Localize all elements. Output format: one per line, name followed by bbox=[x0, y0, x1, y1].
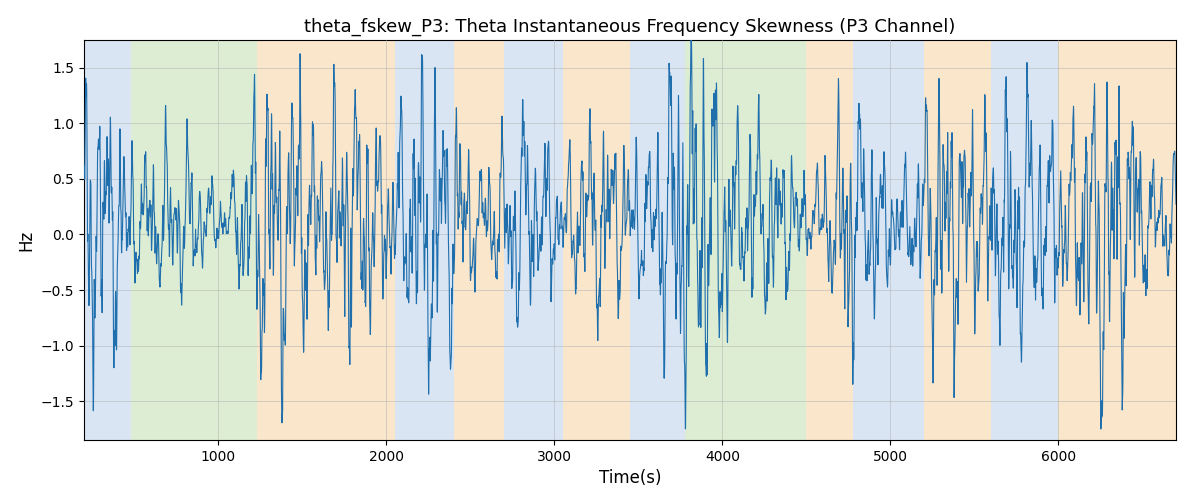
Y-axis label: Hz: Hz bbox=[17, 230, 35, 250]
Bar bbox=[84, 40, 131, 440]
Bar bbox=[685, 40, 806, 440]
X-axis label: Time(s): Time(s) bbox=[599, 470, 661, 488]
Bar bbox=[806, 40, 853, 440]
Bar bbox=[563, 40, 630, 440]
Title: theta_fskew_P3: Theta Instantaneous Frequency Skewness (P3 Channel): theta_fskew_P3: Theta Instantaneous Freq… bbox=[305, 18, 955, 36]
Bar bbox=[131, 40, 257, 440]
Bar bbox=[991, 40, 1058, 440]
Bar bbox=[1058, 40, 1176, 440]
Bar bbox=[924, 40, 991, 440]
Bar bbox=[853, 40, 924, 440]
Bar bbox=[257, 40, 395, 440]
Bar bbox=[630, 40, 685, 440]
Bar bbox=[504, 40, 563, 440]
Bar bbox=[454, 40, 504, 440]
Bar bbox=[395, 40, 454, 440]
